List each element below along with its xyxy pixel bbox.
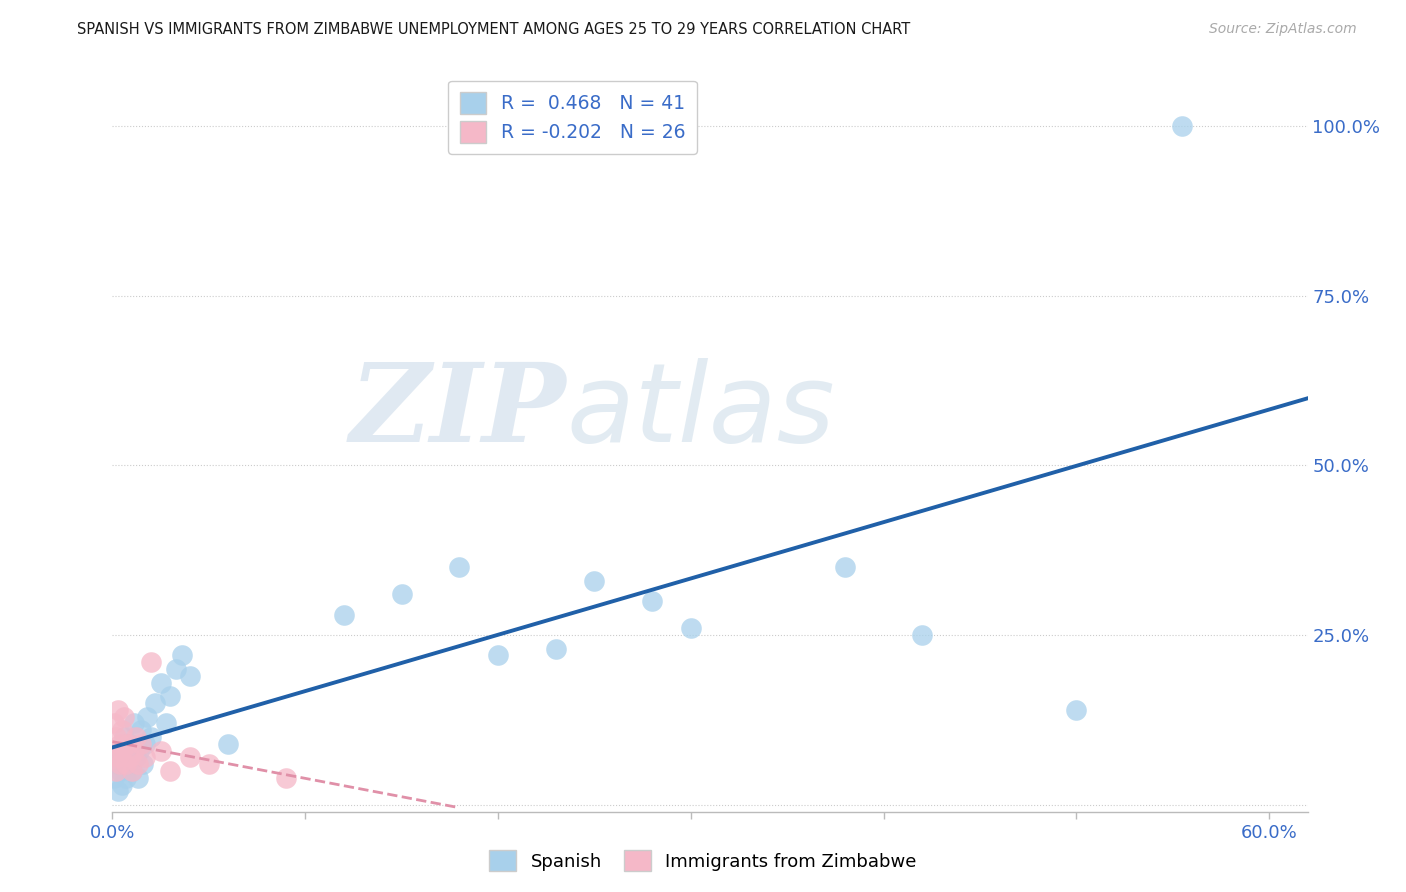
Point <box>449 560 471 574</box>
Point <box>111 723 134 738</box>
Point <box>108 737 131 751</box>
Point <box>124 750 146 764</box>
Point <box>155 716 177 731</box>
Point <box>641 594 664 608</box>
Point <box>103 716 125 731</box>
Point <box>1171 119 1194 133</box>
Point <box>149 675 172 690</box>
Point <box>159 764 181 778</box>
Point <box>105 757 128 772</box>
Point <box>134 750 156 764</box>
Point <box>112 730 135 744</box>
Point <box>131 723 153 738</box>
Point <box>107 743 129 757</box>
Point <box>1064 703 1087 717</box>
Point <box>103 771 125 785</box>
Text: Source: ZipAtlas.com: Source: ZipAtlas.com <box>1209 22 1357 37</box>
Point <box>118 750 141 764</box>
Point <box>139 655 162 669</box>
Point <box>115 771 138 785</box>
Point <box>143 696 166 710</box>
Point <box>134 737 156 751</box>
Point <box>165 662 187 676</box>
Point <box>679 621 702 635</box>
Legend: R =  0.468   N = 41, R = -0.202   N = 26: R = 0.468 N = 41, R = -0.202 N = 26 <box>449 81 697 154</box>
Point <box>198 757 221 772</box>
Point <box>124 730 146 744</box>
Point <box>127 771 149 785</box>
Point <box>111 778 134 792</box>
Point <box>121 764 143 778</box>
Point <box>117 737 139 751</box>
Point <box>149 743 172 757</box>
Point <box>117 757 139 772</box>
Point <box>105 764 128 778</box>
Point <box>139 730 162 744</box>
Point <box>108 757 131 772</box>
Point <box>107 703 129 717</box>
Point <box>103 743 125 757</box>
Text: atlas: atlas <box>567 359 835 466</box>
Point <box>179 669 201 683</box>
Point <box>108 764 131 778</box>
Point <box>391 587 413 601</box>
Text: ZIP: ZIP <box>350 359 567 466</box>
Point <box>112 709 135 723</box>
Point <box>122 716 145 731</box>
Point <box>486 648 509 663</box>
Point <box>111 743 134 757</box>
Point <box>107 784 129 798</box>
Point <box>132 757 155 772</box>
Point <box>179 750 201 764</box>
Point <box>127 757 149 772</box>
Point <box>170 648 193 663</box>
Point <box>121 764 143 778</box>
Point <box>128 743 150 757</box>
Point <box>274 771 297 785</box>
Point <box>118 737 141 751</box>
Point <box>333 607 356 622</box>
Point <box>105 730 128 744</box>
Point <box>544 641 567 656</box>
Legend: Spanish, Immigrants from Zimbabwe: Spanish, Immigrants from Zimbabwe <box>482 843 924 879</box>
Point <box>159 690 181 704</box>
Point <box>122 743 145 757</box>
Point <box>136 709 159 723</box>
Point <box>131 737 153 751</box>
Point <box>911 628 934 642</box>
Point <box>115 757 138 772</box>
Text: SPANISH VS IMMIGRANTS FROM ZIMBABWE UNEMPLOYMENT AMONG AGES 25 TO 29 YEARS CORRE: SPANISH VS IMMIGRANTS FROM ZIMBABWE UNEM… <box>77 22 911 37</box>
Point <box>107 750 129 764</box>
Point <box>834 560 856 574</box>
Point <box>217 737 239 751</box>
Point <box>583 574 606 588</box>
Point <box>111 750 134 764</box>
